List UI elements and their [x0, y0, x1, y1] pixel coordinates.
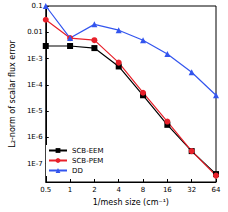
svg-text:8: 8	[141, 186, 145, 194]
svg-text:L₂-norm of scalar flux error: L₂-norm of scalar flux error	[8, 40, 17, 148]
svg-text:SCB-EEM: SCB-EEM	[72, 147, 104, 155]
svg-text:1/mesh size (cm⁻¹): 1/mesh size (cm⁻¹)	[93, 198, 169, 207]
svg-text:DD: DD	[72, 167, 83, 175]
svg-text:1: 1	[68, 186, 72, 194]
svg-text:1E-4: 1E-4	[27, 81, 43, 89]
svg-text:16: 16	[163, 186, 172, 194]
svg-text:0.5: 0.5	[40, 186, 51, 194]
svg-text:2: 2	[92, 186, 96, 194]
svg-text:1E-3: 1E-3	[27, 55, 43, 63]
svg-text:32: 32	[187, 186, 196, 194]
svg-text:1E-5: 1E-5	[27, 107, 43, 115]
svg-text:1E-7: 1E-7	[27, 160, 43, 168]
svg-text:SCB-PEM: SCB-PEM	[72, 157, 103, 165]
svg-text:64: 64	[212, 186, 221, 194]
svg-text:4: 4	[116, 186, 121, 194]
svg-text:0.1: 0.1	[32, 2, 43, 10]
svg-text:1E-6: 1E-6	[27, 133, 43, 141]
svg-text:0.01: 0.01	[27, 28, 43, 36]
